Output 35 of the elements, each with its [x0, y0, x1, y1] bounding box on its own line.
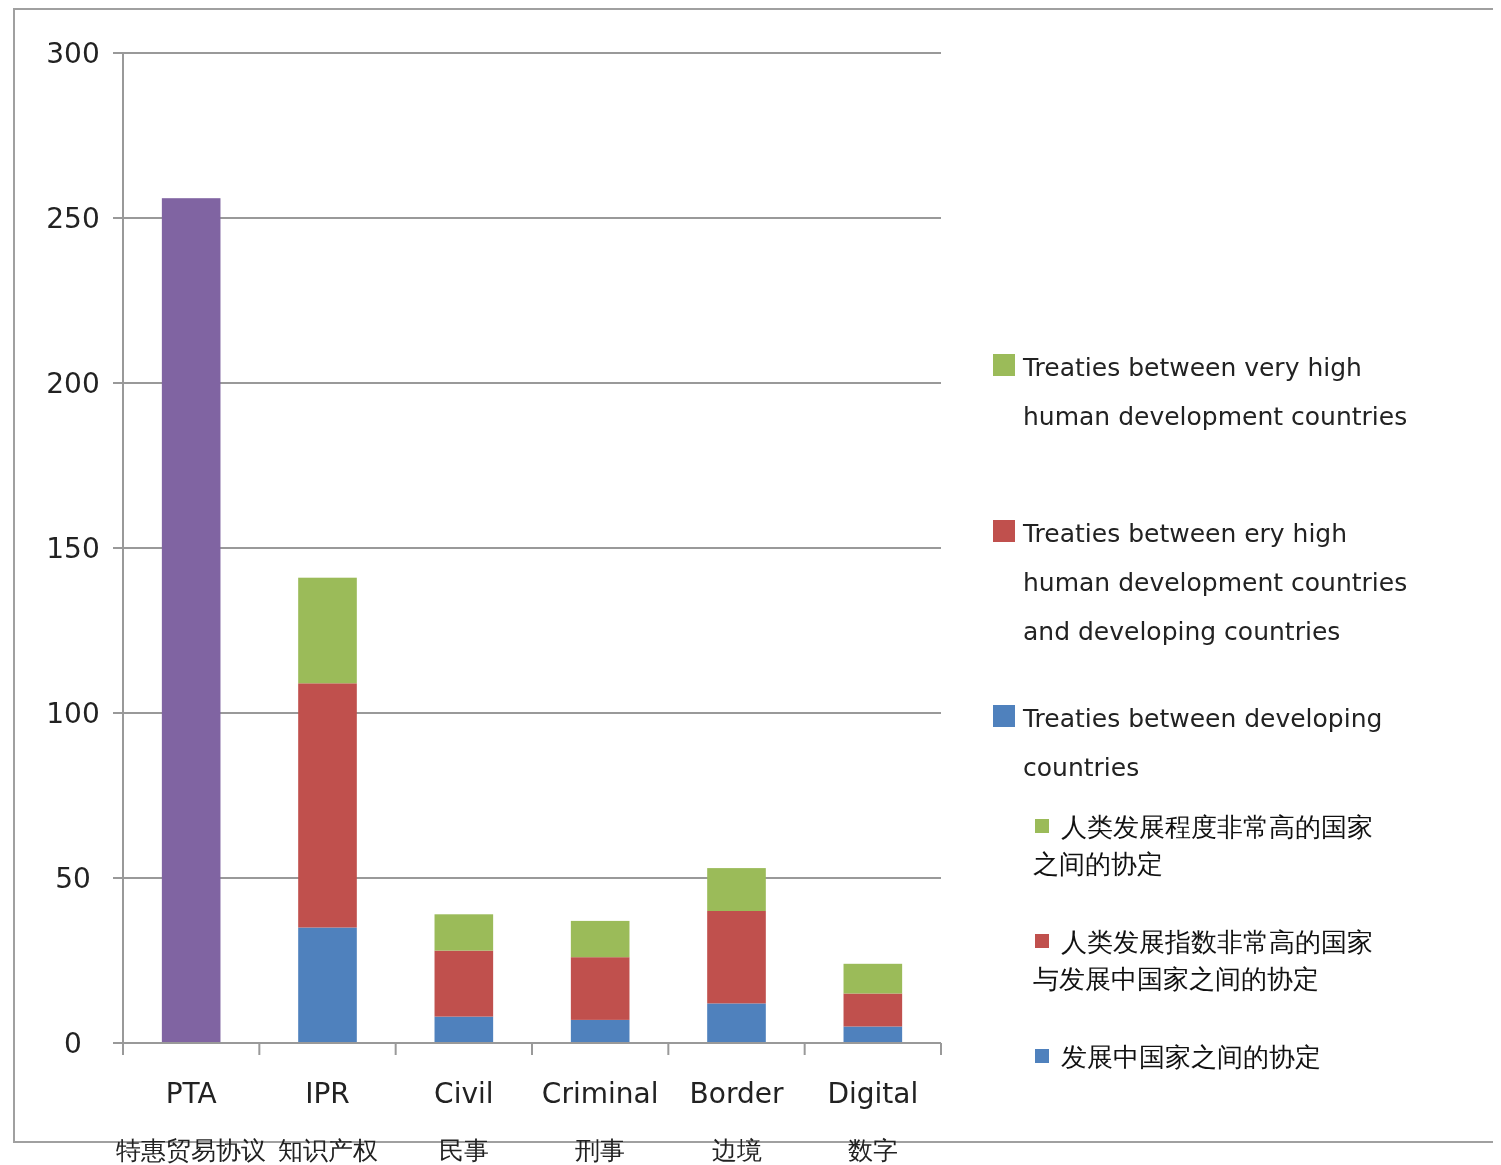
- bar: [707, 911, 766, 1004]
- text: 人类发展程度非常高的国家之间的协定: [1033, 812, 1373, 879]
- y-tick-label: 150: [46, 531, 100, 565]
- y-tick-label: 0: [64, 1026, 82, 1060]
- bar: [434, 1016, 494, 1043]
- y-tick-label: 200: [46, 366, 100, 400]
- x-tick-label: Digital 数字: [827, 1077, 919, 1165]
- bar: [570, 957, 630, 1020]
- bar: [843, 993, 903, 1027]
- text: 人类发展指数非常高的国家与发展中国家之间的协定: [1033, 927, 1373, 994]
- legend-label: Treaties between very high human development countries: [1022, 353, 1408, 431]
- text: 发展中国家之间的协定: [1061, 1042, 1321, 1072]
- bar: [298, 577, 357, 684]
- bar: [570, 920, 630, 958]
- bar: [707, 868, 766, 911]
- y-tick-label: 250: [46, 201, 100, 235]
- bar: [161, 198, 221, 1043]
- bar: [434, 950, 494, 1017]
- x-tick-label: Criminal 刑事: [541, 1077, 659, 1165]
- bar: [298, 927, 357, 1043]
- y-tick-label: 100: [46, 696, 100, 730]
- x-tick-label: Border 边境: [689, 1077, 784, 1165]
- bar: [843, 1026, 903, 1043]
- bar: [843, 963, 903, 994]
- bar: [434, 914, 494, 951]
- bar: [298, 683, 357, 928]
- bar: [570, 1019, 630, 1043]
- y-tick-label: 300: [46, 36, 100, 70]
- legend-label: Treaties between ery high human development countries and developing countries: [1022, 519, 1408, 646]
- x-tick-label: PTA 特惠贸易协议: [116, 1077, 267, 1165]
- legend-label: Treaties between developing countries: [1022, 704, 1383, 782]
- y-tick-label: 50: [55, 861, 91, 895]
- x-tick-label: IPR 知识产权: [277, 1077, 378, 1165]
- bar: [707, 1003, 766, 1043]
- x-tick-label: Civil 民事: [434, 1077, 494, 1165]
